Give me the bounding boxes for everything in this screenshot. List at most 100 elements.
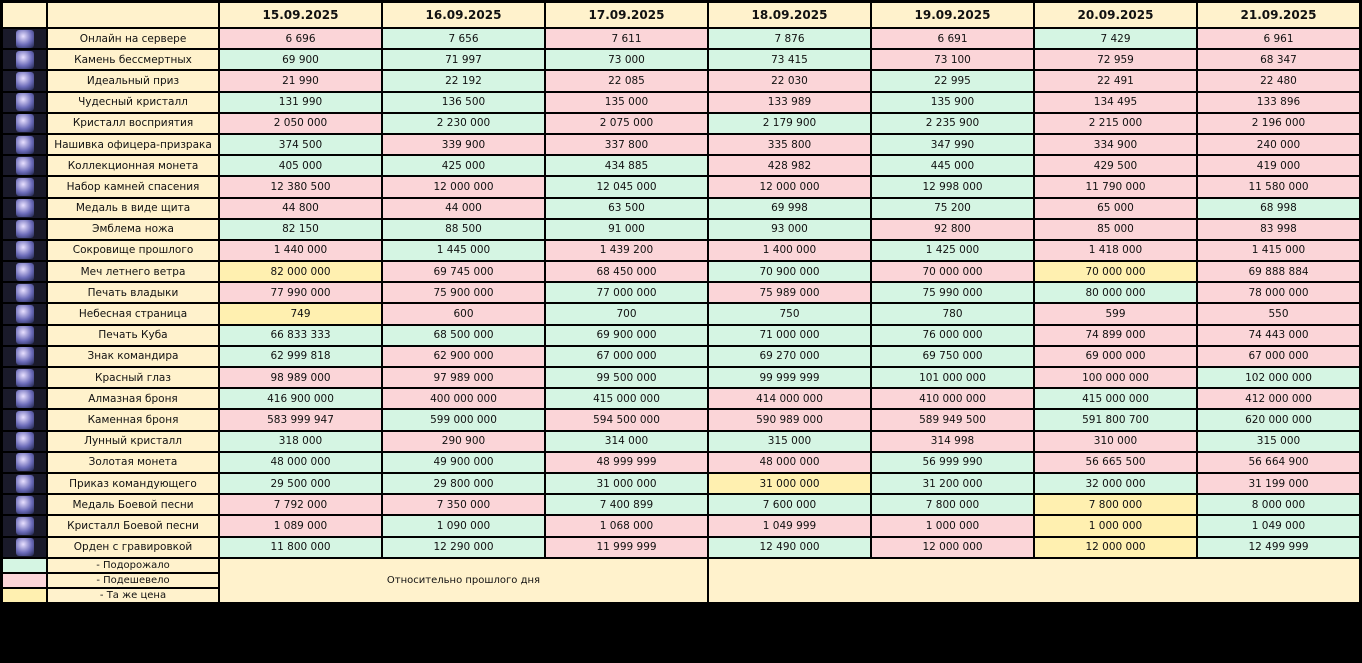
price-cell: 70 000 000 bbox=[870, 260, 1035, 284]
price-cell: 12 000 000 bbox=[381, 175, 546, 199]
icon-cell bbox=[1, 493, 48, 517]
price-cell: 72 959 bbox=[1033, 48, 1198, 72]
item-icon bbox=[15, 347, 34, 365]
item-name: Медаль Боевой песни bbox=[46, 493, 220, 517]
icon-cell bbox=[1, 217, 48, 241]
price-cell: 410 000 000 bbox=[870, 387, 1035, 411]
price-cell: 88 500 bbox=[381, 217, 546, 241]
corner-cell bbox=[46, 1, 220, 29]
item-icon bbox=[15, 263, 34, 281]
price-cell: 92 800 bbox=[870, 217, 1035, 241]
price-cell: 82 150 bbox=[218, 217, 383, 241]
price-cell: 69 888 884 bbox=[1196, 260, 1361, 284]
item-icon bbox=[15, 178, 34, 196]
price-cell: 135 000 bbox=[544, 90, 709, 114]
icon-cell bbox=[1, 323, 48, 347]
price-cell: 78 000 000 bbox=[1196, 281, 1361, 305]
price-cell: 69 900 bbox=[218, 48, 383, 72]
item-icon bbox=[15, 305, 34, 323]
price-cell: 62 900 000 bbox=[381, 344, 546, 369]
item-icon bbox=[15, 453, 34, 471]
item-name: Камень бессмертных bbox=[46, 48, 220, 72]
price-cell: 1 418 000 bbox=[1033, 238, 1198, 263]
price-cell: 419 000 bbox=[1196, 154, 1361, 178]
price-cell: 7 400 899 bbox=[544, 493, 709, 517]
price-cell: 71 997 bbox=[381, 48, 546, 72]
price-cell: 56 664 900 bbox=[1196, 450, 1361, 474]
icon-cell bbox=[1, 238, 48, 263]
item-name: Орден с гравировкой bbox=[46, 535, 220, 559]
price-cell: 70 000 000 bbox=[1033, 260, 1198, 284]
price-cell: 12 490 000 bbox=[707, 535, 872, 559]
price-cell: 74 899 000 bbox=[1033, 323, 1198, 347]
item-icon bbox=[15, 474, 34, 493]
price-cell: 12 000 000 bbox=[870, 535, 1035, 559]
price-cell: 67 000 000 bbox=[544, 344, 709, 369]
price-cell: 11 800 000 bbox=[218, 535, 383, 559]
price-cell: 315 000 bbox=[707, 429, 872, 453]
legend-label: - Подорожало bbox=[46, 556, 220, 574]
item-icon bbox=[15, 538, 34, 556]
price-cell: 445 000 bbox=[870, 154, 1035, 178]
item-name: Лунный кристалл bbox=[46, 429, 220, 453]
price-cell: 1 445 000 bbox=[381, 238, 546, 263]
price-cell: 134 495 bbox=[1033, 90, 1198, 114]
item-row: Онлайн на сервере 6 696 7 656 7 611 7 876 6 6… bbox=[1, 26, 1361, 51]
item-row: Каменная броня 583 999 947 599 000 000 594 … bbox=[1, 408, 1361, 432]
item-row: Меч летнего ветра 82 000 000 69 745 000 68 … bbox=[1, 260, 1361, 284]
price-cell: 97 989 000 bbox=[381, 365, 546, 390]
price-cell: 48 999 999 bbox=[544, 450, 709, 474]
icon-cell bbox=[1, 154, 48, 178]
item-row: Печать Куба 66 833 333 68 500 000 69 900 00… bbox=[1, 323, 1361, 347]
icon-cell bbox=[1, 90, 48, 114]
date-header: 16.09.2025 bbox=[381, 1, 546, 29]
price-cell: 6 696 bbox=[218, 26, 383, 51]
price-cell: 12 380 500 bbox=[218, 175, 383, 199]
item-icon bbox=[15, 135, 34, 154]
item-name: Медаль в виде щита bbox=[46, 196, 220, 220]
footer-blank bbox=[707, 556, 1361, 604]
price-table: 15.09.2025 16.09.2025 17.09.2025 18.09.2025… bbox=[1, 1, 1361, 604]
price-cell: 102 000 000 bbox=[1196, 365, 1361, 390]
price-cell: 12 290 000 bbox=[381, 535, 546, 559]
price-cell: 62 999 818 bbox=[218, 344, 383, 369]
item-icon bbox=[15, 51, 34, 69]
item-icon bbox=[15, 411, 34, 429]
item-row: Золотая монета 48 000 000 49 900 000 48 999… bbox=[1, 450, 1361, 474]
footer-note: Относительно прошлого дня bbox=[218, 556, 709, 604]
price-cell: 6 961 bbox=[1196, 26, 1361, 51]
price-cell: 31 000 000 bbox=[707, 471, 872, 496]
price-cell: 12 045 000 bbox=[544, 175, 709, 199]
price-cell: 29 800 000 bbox=[381, 471, 546, 496]
price-cell: 83 998 bbox=[1196, 217, 1361, 241]
date-header: 18.09.2025 bbox=[707, 1, 872, 29]
price-cell: 11 790 000 bbox=[1033, 175, 1198, 199]
item-icon bbox=[15, 369, 34, 387]
price-cell: 76 000 000 bbox=[870, 323, 1035, 347]
icon-cell bbox=[1, 302, 48, 326]
legend-swatch bbox=[1, 571, 48, 589]
legend-swatch bbox=[1, 586, 48, 604]
price-cell: 1 000 000 bbox=[870, 514, 1035, 538]
price-cell: 347 990 bbox=[870, 132, 1035, 157]
price-cell: 591 800 700 bbox=[1033, 408, 1198, 432]
price-cell: 700 bbox=[544, 302, 709, 326]
item-name: Коллекционная монета bbox=[46, 154, 220, 178]
item-row: Печать владыки 77 990 000 75 900 000 77 000… bbox=[1, 281, 1361, 305]
item-icon bbox=[15, 517, 34, 535]
price-cell: 7 792 000 bbox=[218, 493, 383, 517]
price-cell: 335 800 bbox=[707, 132, 872, 157]
price-cell: 620 000 000 bbox=[1196, 408, 1361, 432]
price-cell: 415 000 000 bbox=[544, 387, 709, 411]
price-cell: 749 bbox=[218, 302, 383, 326]
price-cell: 131 990 bbox=[218, 90, 383, 114]
price-cell: 74 443 000 bbox=[1196, 323, 1361, 347]
price-cell: 75 200 bbox=[870, 196, 1035, 220]
icon-cell bbox=[1, 387, 48, 411]
price-cell: 2 230 000 bbox=[381, 111, 546, 135]
price-cell: 71 000 000 bbox=[707, 323, 872, 347]
price-cell: 600 bbox=[381, 302, 546, 326]
price-cell: 428 982 bbox=[707, 154, 872, 178]
item-icon bbox=[15, 390, 34, 408]
item-name: Онлайн на сервере bbox=[46, 26, 220, 51]
